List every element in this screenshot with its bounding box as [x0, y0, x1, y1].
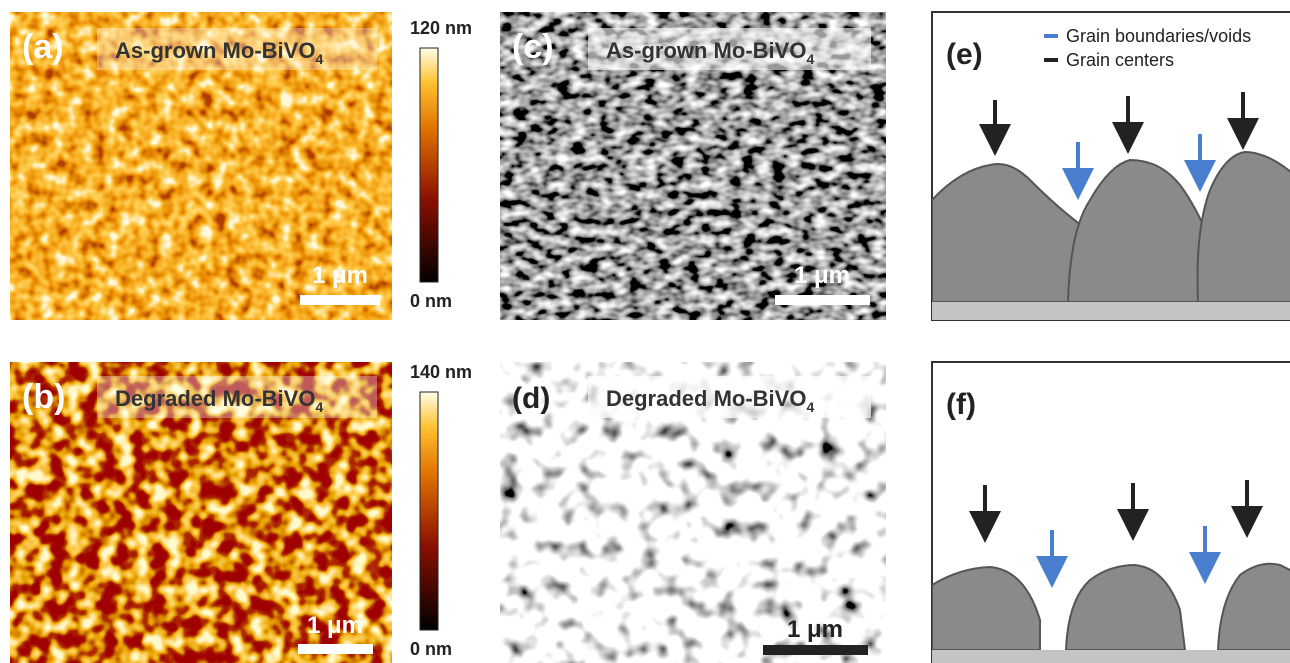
scale-bar — [775, 295, 870, 305]
colorbar-min: 0 nm — [410, 639, 452, 659]
afm-image — [9, 11, 393, 321]
panel-label: (b) — [22, 378, 65, 416]
panel-label: (d) — [512, 382, 550, 415]
panel-title: As-grown Mo-BiVO4 — [115, 38, 323, 67]
scale-bar-label: 1 μm — [312, 262, 368, 289]
title-box — [97, 376, 377, 418]
title-text: Degraded Mo-BiVO — [115, 386, 315, 411]
scale-bar — [763, 645, 868, 655]
title-text: As-grown Mo-BiVO — [115, 38, 315, 63]
scale-bar-label: 1 μm — [787, 616, 843, 643]
colorbar — [419, 391, 439, 631]
panel-a: (a) As-grown Mo-BiVO4 1 μm 120 nm 0 nm — [9, 11, 472, 321]
title-subscript: 4 — [315, 51, 323, 67]
panel-label: (a) — [22, 28, 64, 66]
panel-label: (e) — [946, 38, 983, 71]
substrate — [932, 650, 1290, 663]
scale-bar — [300, 295, 380, 305]
title-box — [588, 376, 871, 418]
grain — [932, 565, 1041, 651]
panel-e: (e) Grain boundaries/voids Grain centers — [931, 11, 1290, 321]
panel-title: Degraded Mo-BiVO4 — [115, 386, 323, 415]
scale-bar-label: 1 μm — [307, 612, 363, 639]
panel-label: (f) — [946, 388, 976, 421]
grain — [1066, 158, 1211, 303]
title-text: As-grown Mo-BiVO — [606, 38, 806, 63]
title-subscript: 4 — [806, 51, 814, 67]
colorbar-min: 0 nm — [410, 291, 452, 311]
substrate — [932, 302, 1290, 320]
colorbar-max: 120 nm — [410, 18, 472, 38]
colorbar — [419, 47, 439, 283]
grain — [932, 163, 1086, 303]
title-box — [97, 28, 377, 70]
title-box — [588, 28, 871, 70]
scale-bar — [298, 644, 373, 654]
grain — [1064, 563, 1187, 651]
panel-c: (c) As-grown Mo-BiVO4 1 μm — [499, 11, 887, 321]
panel-d: (d) Degraded Mo-BiVO4 1 μm — [499, 361, 887, 663]
panel-title: As-grown Mo-BiVO4 — [606, 38, 814, 67]
panel-f: (f) — [931, 361, 1290, 663]
grain — [1196, 150, 1290, 303]
legend-entry: Grain boundaries/voids — [1066, 26, 1251, 46]
afm-image — [9, 361, 393, 663]
title-subscript: 4 — [806, 399, 814, 415]
panel-label: (c) — [512, 28, 554, 66]
title-text: Degraded Mo-BiVO — [606, 386, 806, 411]
legend-entry: Grain centers — [1066, 50, 1174, 70]
colorbar-max: 140 nm — [410, 362, 472, 382]
panel-b: (b) Degraded Mo-BiVO4 1 μm 140 nm 0 nm — [9, 361, 472, 663]
scale-bar-label: 1 μm — [794, 262, 850, 289]
grain — [1216, 562, 1290, 651]
panel-title: Degraded Mo-BiVO4 — [606, 386, 814, 415]
title-subscript: 4 — [315, 399, 323, 415]
